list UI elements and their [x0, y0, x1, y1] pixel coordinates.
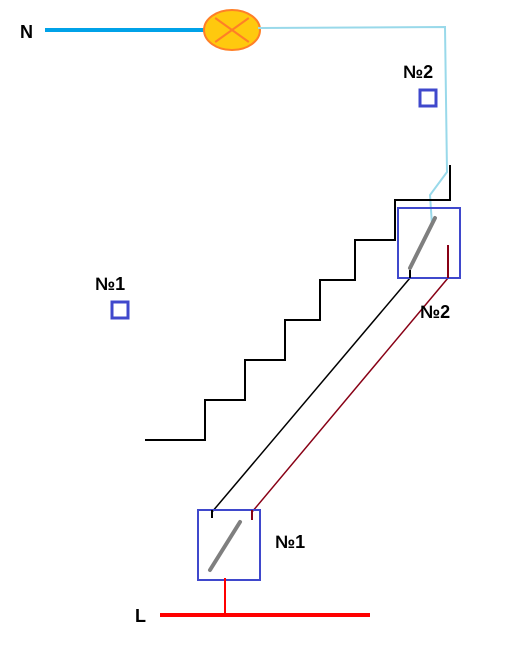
- switch2-lever: [410, 218, 435, 268]
- switch1-label: №1: [275, 532, 305, 552]
- switch1-box: [198, 510, 260, 580]
- switch1-lever: [210, 522, 240, 570]
- switch2-box: [398, 208, 460, 278]
- wire-lamp-to-switch2: [258, 27, 447, 225]
- traveler-wire-red: [252, 278, 448, 512]
- marker1-box: [112, 302, 128, 318]
- marker1-label: №1: [95, 274, 125, 294]
- marker2-label: №2: [403, 62, 433, 82]
- marker2-box: [420, 90, 436, 106]
- staircase: [145, 165, 450, 440]
- switch2-label: №2: [420, 302, 450, 322]
- live-label: L: [135, 606, 146, 626]
- lamp-icon: [204, 10, 260, 50]
- neutral-label: N: [20, 22, 33, 42]
- traveler-wire-black: [212, 278, 410, 512]
